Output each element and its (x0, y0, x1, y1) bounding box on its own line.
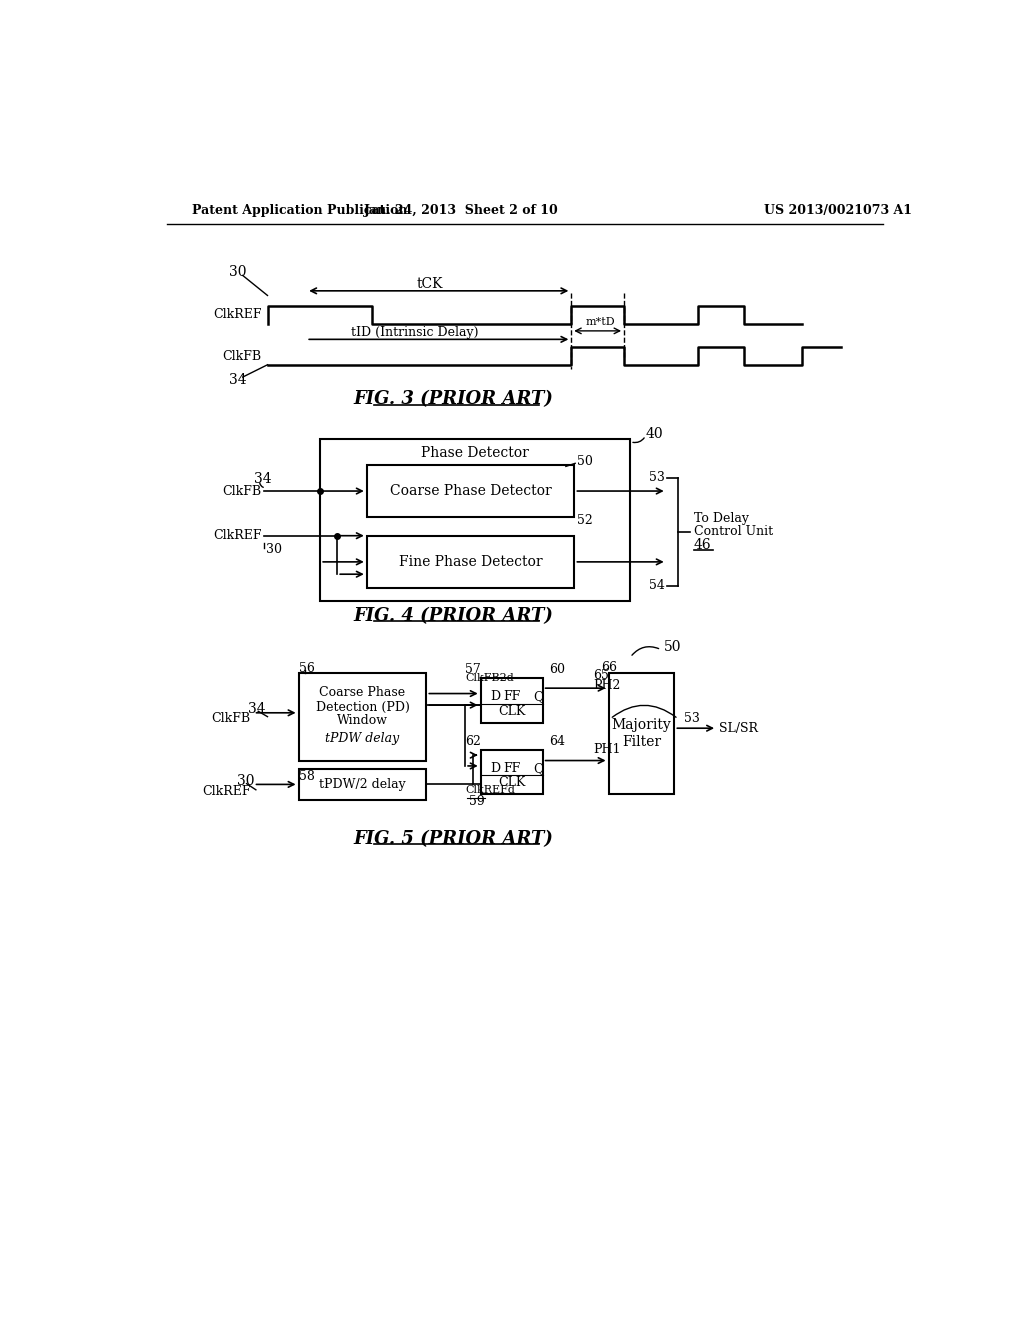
Bar (367, 465, 574, 517)
Text: 60: 60 (549, 663, 565, 676)
Text: FIG. 5 (PRIOR ART): FIG. 5 (PRIOR ART) (353, 830, 553, 847)
Text: 30: 30 (266, 543, 282, 556)
Text: Coarse Phase: Coarse Phase (319, 685, 406, 698)
Bar (321, 440, 630, 601)
Text: 65: 65 (593, 668, 609, 681)
Text: Phase Detector: Phase Detector (421, 446, 529, 461)
Text: D: D (489, 690, 500, 704)
Bar (299, 770, 426, 800)
Text: ClkREF: ClkREF (202, 785, 251, 797)
Text: 59: 59 (469, 795, 484, 808)
Text: CLK: CLK (498, 776, 525, 789)
Text: tID (Intrinsic Delay): tID (Intrinsic Delay) (351, 326, 478, 339)
Text: CLK: CLK (498, 705, 525, 718)
Text: FIG. 3 (PRIOR ART): FIG. 3 (PRIOR ART) (353, 391, 553, 408)
Text: ClkREF: ClkREF (213, 308, 261, 321)
Text: ClkFB: ClkFB (211, 713, 251, 726)
Text: 40: 40 (646, 428, 664, 441)
Bar (367, 536, 574, 589)
Text: 53: 53 (649, 471, 665, 484)
Text: Control Unit: Control Unit (693, 525, 773, 539)
Text: 34: 34 (254, 471, 271, 486)
Text: 58: 58 (299, 770, 314, 783)
Text: tPDW delay: tPDW delay (326, 731, 399, 744)
Text: ClkREF: ClkREF (213, 529, 261, 543)
Text: 52: 52 (578, 513, 593, 527)
Text: tPDW/2 delay: tPDW/2 delay (319, 777, 406, 791)
Bar (480, 678, 543, 723)
Text: Q: Q (534, 762, 544, 775)
Bar (608, 673, 675, 795)
Text: Patent Application Publication: Patent Application Publication (191, 205, 408, 218)
Text: ClkFB: ClkFB (222, 350, 261, 363)
Text: Majority
Filter: Majority Filter (611, 718, 672, 748)
Text: Q: Q (534, 690, 544, 704)
Text: Detection (PD): Detection (PD) (315, 701, 410, 714)
Text: 34: 34 (228, 374, 247, 387)
Text: 57: 57 (465, 663, 481, 676)
Text: 53: 53 (684, 713, 700, 726)
Text: To Delay: To Delay (693, 512, 749, 525)
Text: Window: Window (337, 714, 388, 727)
Text: FF: FF (503, 690, 520, 704)
Text: PH1: PH1 (593, 743, 621, 756)
Text: Coarse Phase Detector: Coarse Phase Detector (390, 484, 552, 498)
Text: FIG. 4 (PRIOR ART): FIG. 4 (PRIOR ART) (353, 607, 553, 624)
Text: 64: 64 (549, 735, 565, 748)
Text: SL/SR: SL/SR (719, 722, 758, 735)
Text: Jan. 24, 2013  Sheet 2 of 10: Jan. 24, 2013 Sheet 2 of 10 (364, 205, 559, 218)
Text: m*tD: m*tD (586, 317, 614, 326)
Text: 30: 30 (228, 265, 246, 280)
Text: 56: 56 (299, 661, 314, 675)
Text: US 2013/0021073 A1: US 2013/0021073 A1 (764, 205, 911, 218)
Bar (299, 673, 426, 762)
Text: ClkFB2d: ClkFB2d (465, 673, 514, 684)
Text: 34: 34 (248, 702, 266, 715)
Text: 46: 46 (693, 539, 712, 552)
Text: 66: 66 (601, 661, 616, 675)
Text: Fine Phase Detector: Fine Phase Detector (398, 554, 543, 569)
Text: ClkFB: ClkFB (222, 484, 261, 498)
Text: ClkREFd: ClkREFd (465, 785, 515, 795)
Text: PH2: PH2 (593, 680, 621, 693)
Text: FF: FF (503, 762, 520, 775)
Bar (480, 750, 543, 795)
Text: 50: 50 (578, 454, 593, 467)
Text: D: D (489, 762, 500, 775)
Text: 50: 50 (665, 640, 682, 655)
Text: 54: 54 (649, 579, 665, 593)
Text: 62: 62 (465, 735, 481, 748)
Text: 30: 30 (237, 774, 254, 788)
Text: tCK: tCK (417, 277, 443, 290)
